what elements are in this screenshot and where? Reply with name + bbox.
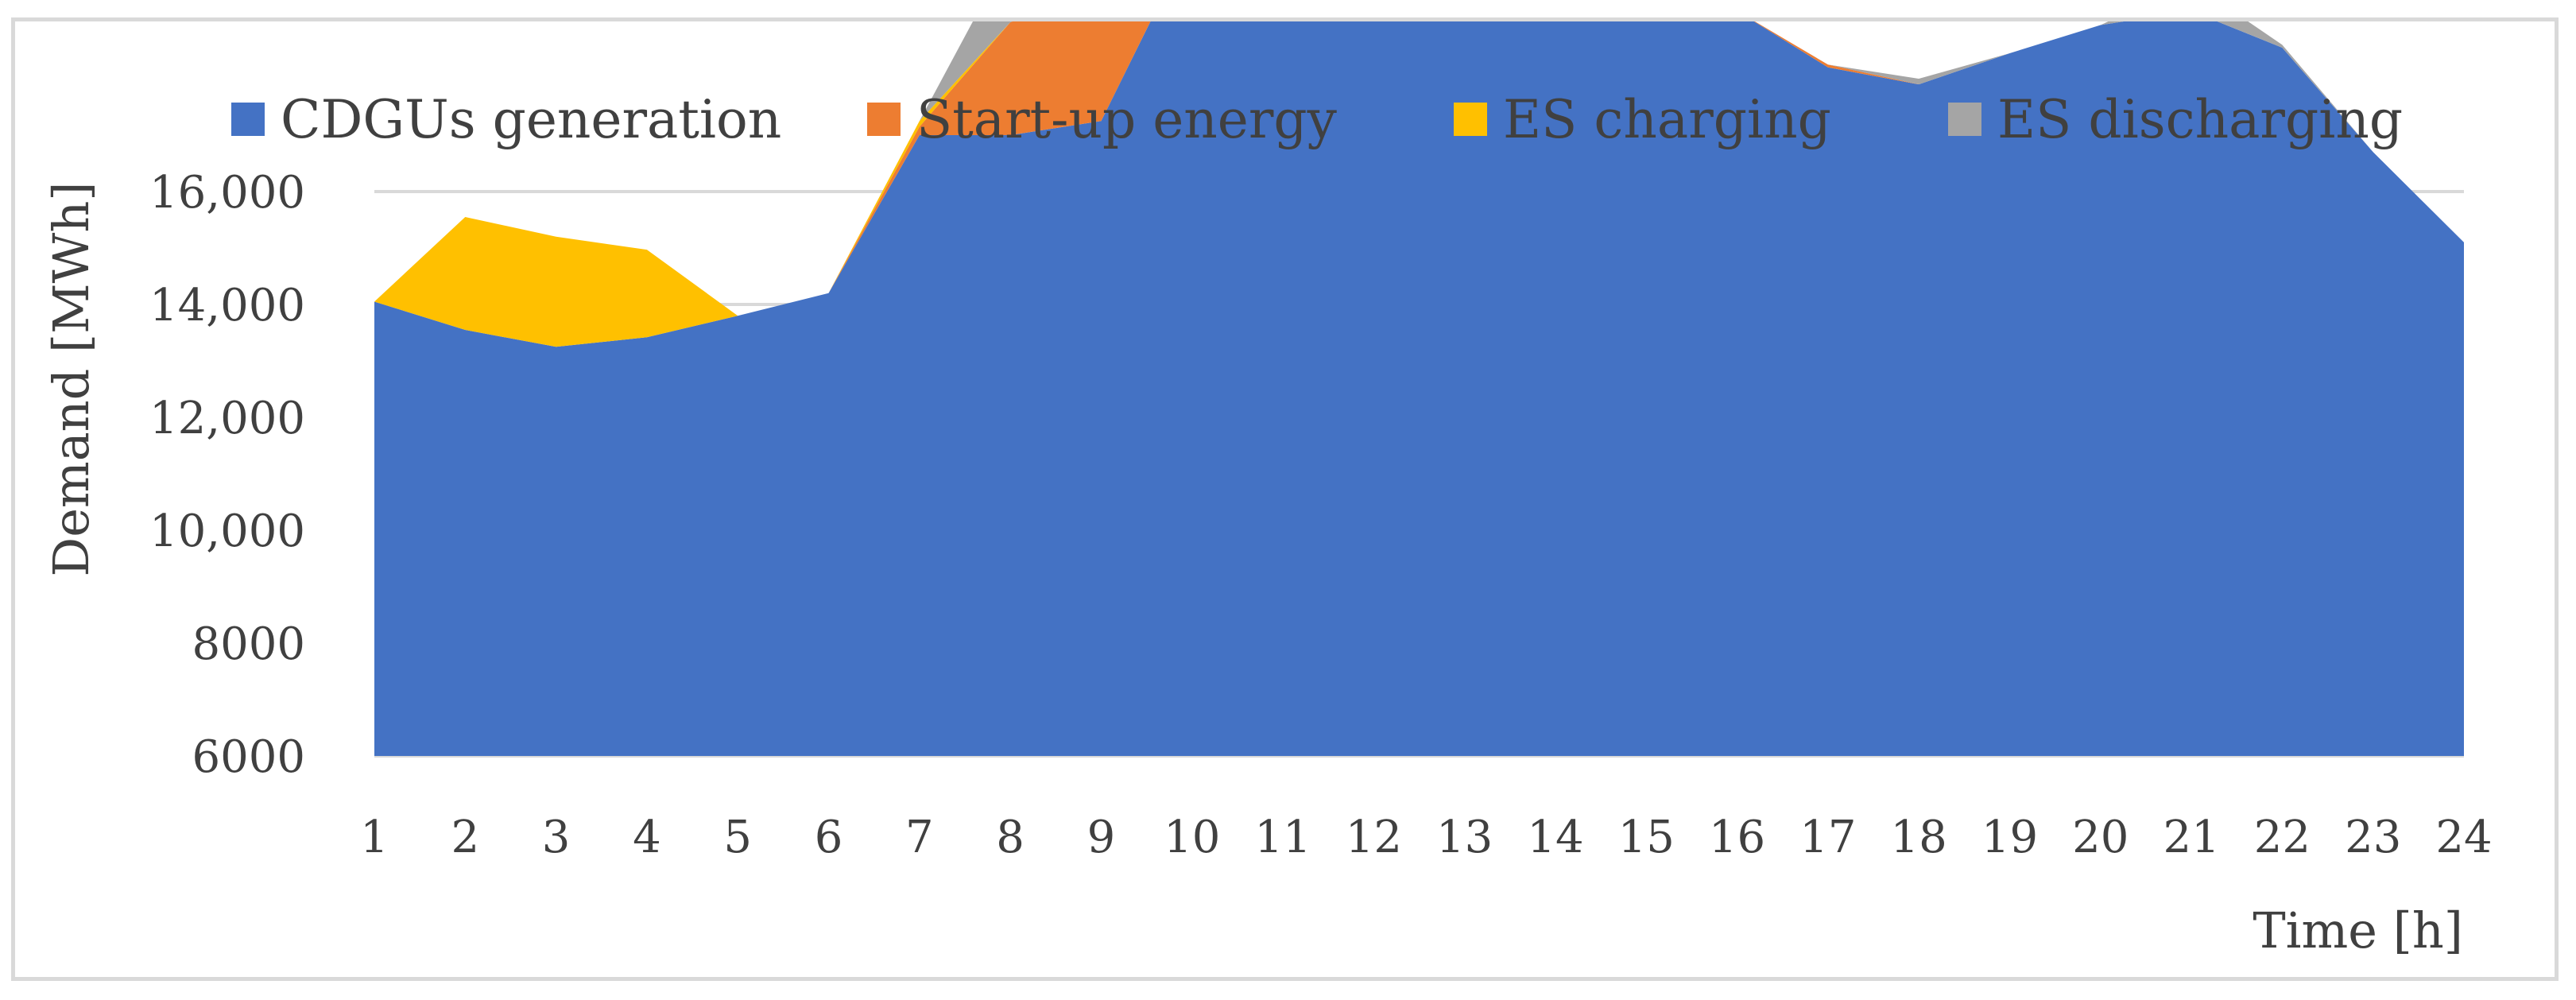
x-tick-label: 13: [1436, 812, 1493, 863]
x-tick-label: 8: [996, 812, 1025, 863]
legend-swatch-cdgus-generation: [231, 103, 265, 136]
y-tick-label: 10,000: [149, 506, 305, 557]
legend-label-start-up-energy: Start-up energy: [916, 89, 1338, 150]
y-tick-label: 12,000: [149, 393, 305, 444]
x-tick-label: 24: [2435, 812, 2492, 863]
x-tick-label: 9: [1087, 812, 1116, 863]
x-tick-label: 18: [1891, 812, 1947, 863]
y-tick-label: 6000: [192, 731, 305, 783]
y-tick-label: 8000: [192, 618, 305, 670]
x-tick-label: 16: [1709, 812, 1765, 863]
x-tick-label: 21: [2163, 812, 2219, 863]
x-tick-label: 19: [1981, 812, 2038, 863]
x-axis-title: Time [h]: [2253, 901, 2463, 959]
legend-label-es-discharging: ES discharging: [1997, 89, 2403, 150]
x-tick-label: 6: [815, 812, 843, 863]
x-tick-label: 12: [1346, 812, 1402, 863]
legend-label-es-charging: ES charging: [1503, 89, 1831, 150]
legend-swatch-es-discharging: [1948, 103, 1981, 136]
x-tick-label: 11: [1254, 812, 1311, 863]
x-tick-label: 15: [1618, 812, 1675, 863]
x-tick-label: 14: [1527, 812, 1583, 863]
x-tick-label: 17: [1799, 812, 1856, 863]
x-tick-label: 23: [2345, 812, 2401, 863]
x-tick-label: 1: [360, 812, 389, 863]
y-tick-label: 14,000: [149, 280, 305, 331]
area-series: [374, 21, 2464, 756]
legend-swatch-es-charging: [1454, 103, 1487, 136]
x-tick-label: 5: [723, 812, 752, 863]
x-tick-label: 10: [1164, 812, 1220, 863]
legend-label-cdgus-generation: CDGUs generation: [281, 89, 781, 150]
area-es-charging: [374, 21, 2464, 347]
x-tick-label: 22: [2254, 812, 2311, 863]
x-tick-label: 3: [542, 812, 571, 863]
x-tick-label: 7: [905, 812, 934, 863]
x-tick-label: 2: [451, 812, 479, 863]
x-tick-label: 4: [633, 812, 661, 863]
chart-frame: 6000 8000 10,000 12,000 14,000 16,000 1 2 3 4 5 6 7 8…: [11, 17, 2559, 981]
x-tick-label: 20: [2072, 812, 2129, 863]
legend-swatch-start-up-energy: [867, 103, 901, 136]
legend: CDGUs generation Start-up energy ES chargi…: [231, 89, 2403, 150]
y-tick-label: 16,000: [149, 167, 305, 219]
y-axis-title: Demand [MWh]: [42, 182, 100, 577]
area-cdgus-generation: [374, 21, 2464, 756]
